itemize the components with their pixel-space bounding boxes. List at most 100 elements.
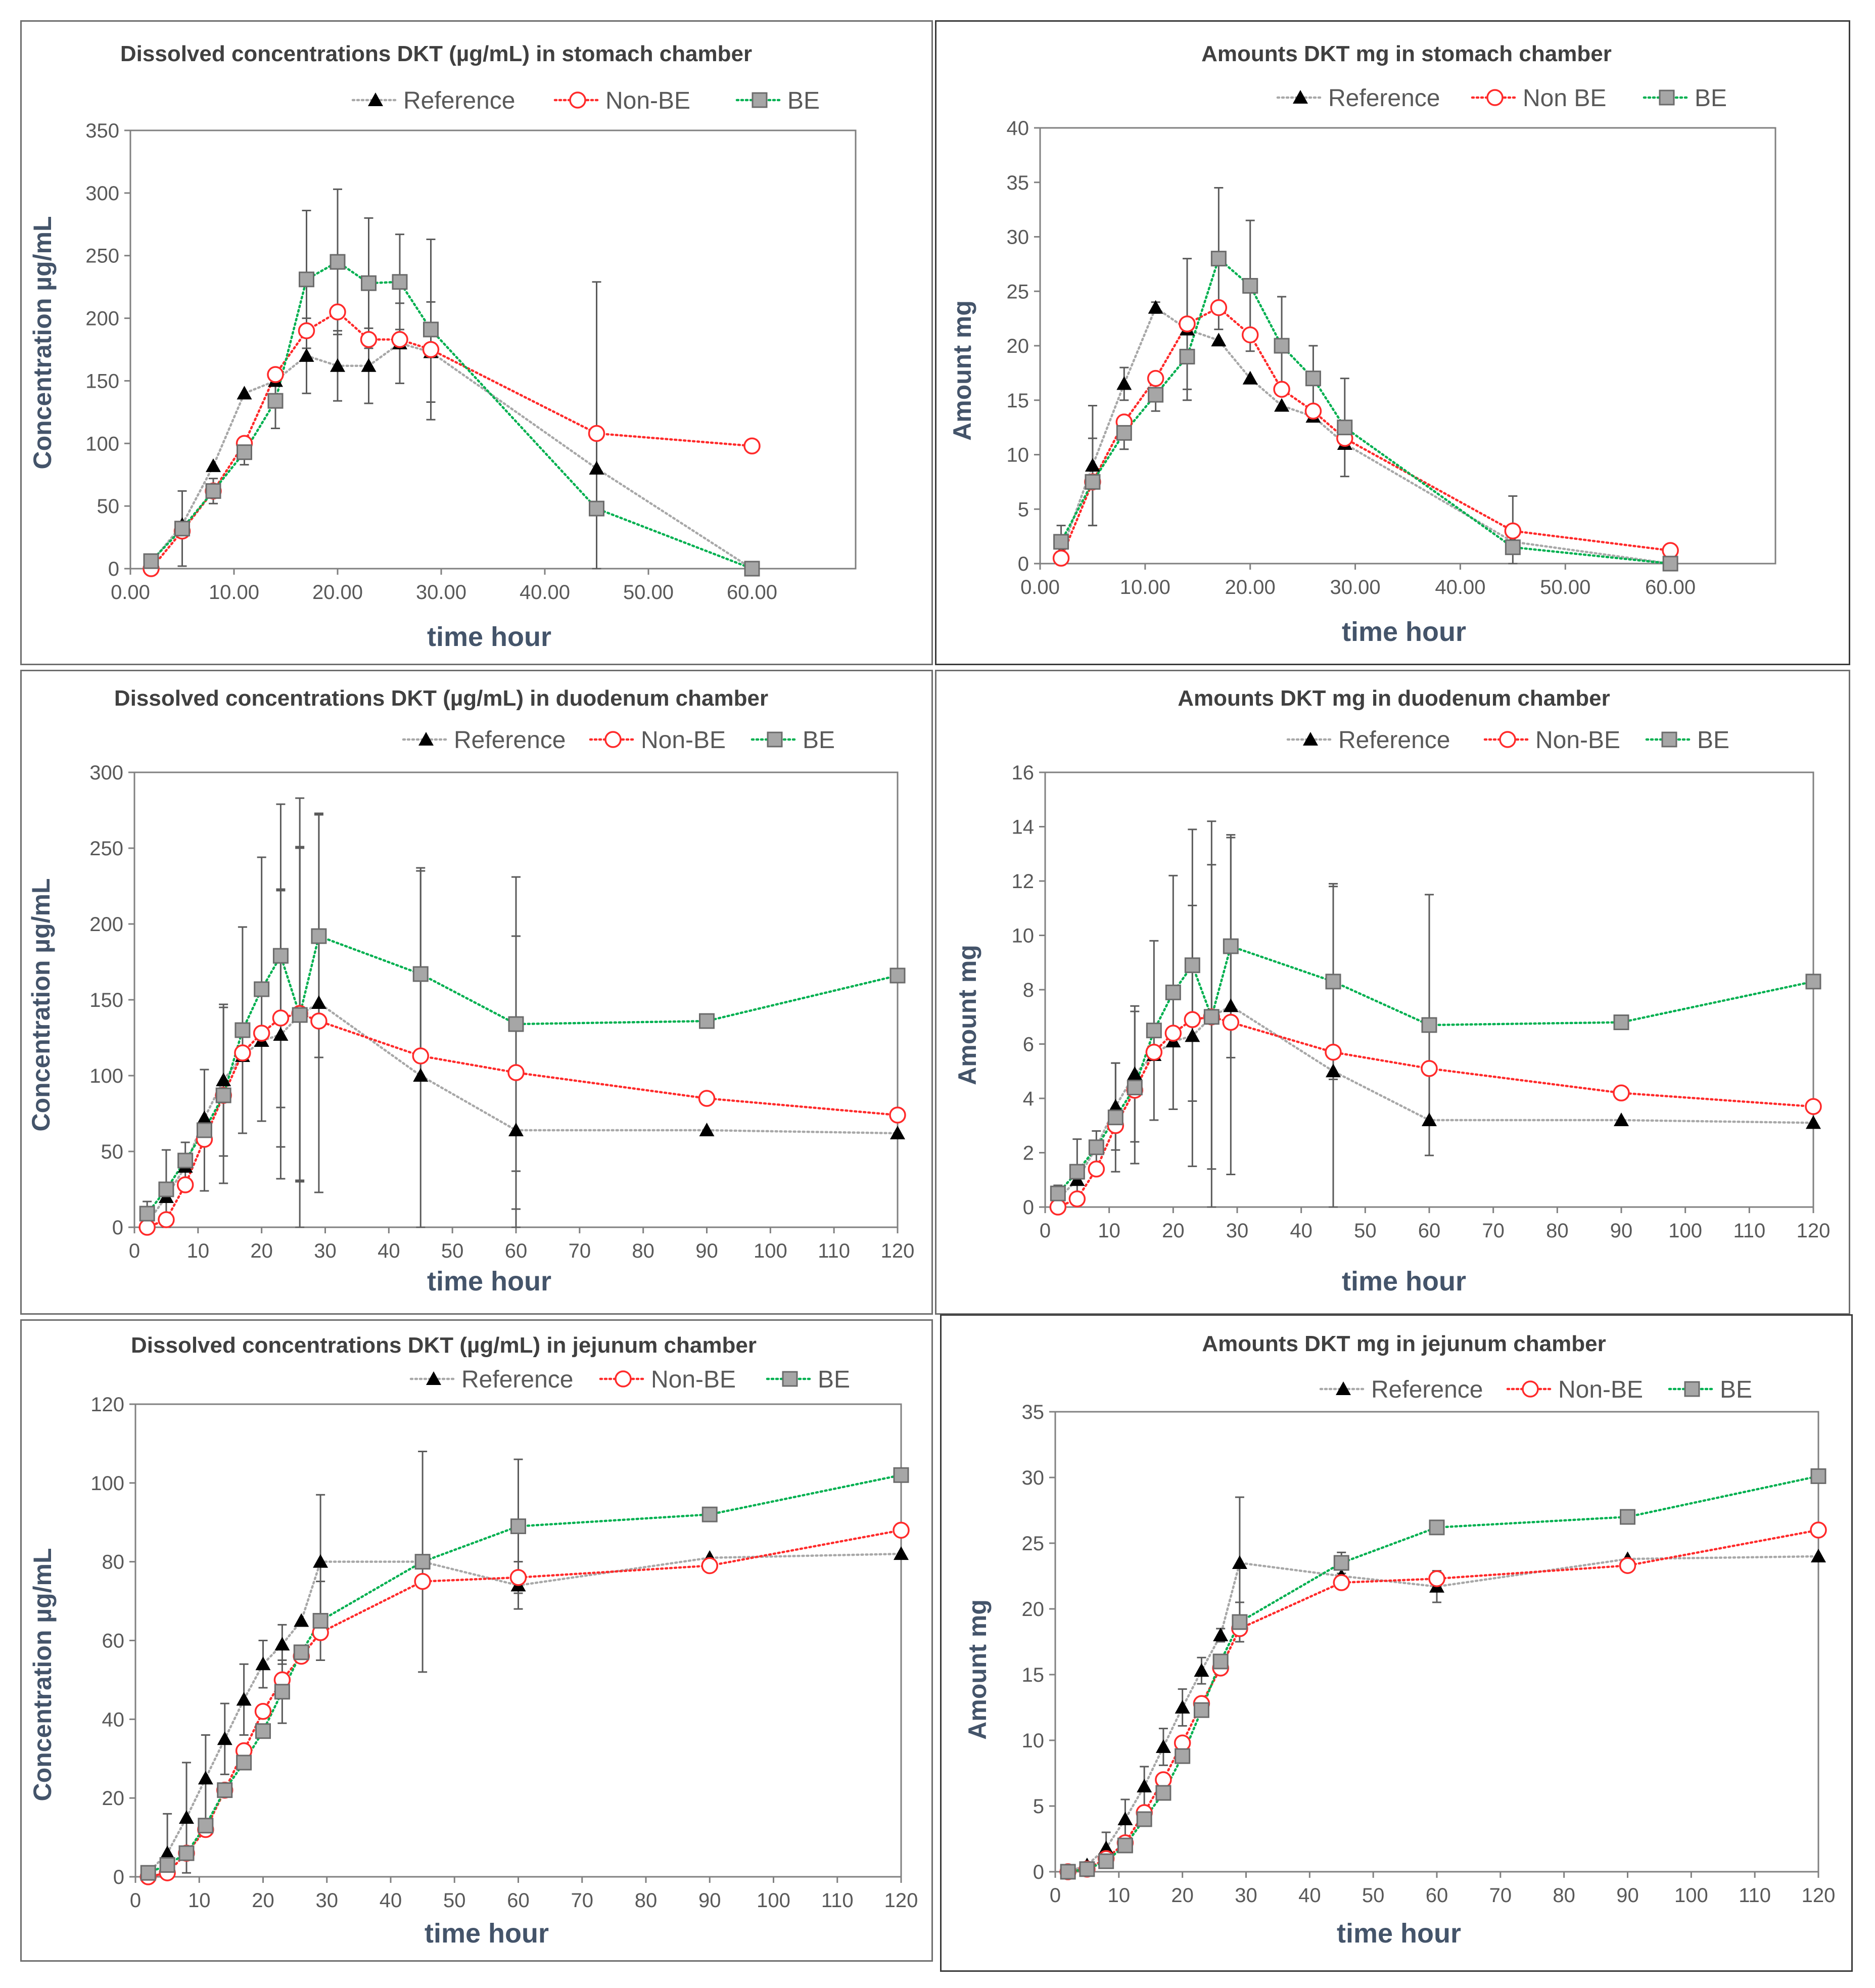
x-tick-label: 80 — [1553, 1884, 1575, 1907]
x-tick-label: 120 — [881, 1240, 915, 1262]
data-point-non-be — [1222, 1013, 1240, 1031]
x-tick-label: 70 — [569, 1240, 591, 1262]
data-point-non-be — [1241, 326, 1259, 344]
x-tick-label: 90 — [695, 1240, 718, 1262]
legend-label: Non-BE — [1558, 1376, 1643, 1403]
x-axis-label: time hour — [1337, 1918, 1461, 1949]
x-tick-label: 30 — [1235, 1884, 1257, 1907]
data-point-non-be — [267, 366, 284, 383]
x-tick-label: 20 — [250, 1240, 273, 1262]
data-point-be — [1060, 1864, 1076, 1880]
data-point-reference — [1127, 1066, 1143, 1080]
legend-marker — [418, 732, 434, 746]
data-point-reference — [413, 1068, 429, 1082]
x-tick-label: 50 — [1354, 1220, 1377, 1242]
data-point-reference — [237, 386, 252, 400]
y-tick-label: 80 — [102, 1551, 125, 1574]
legend-label: Reference — [1371, 1376, 1483, 1403]
y-tick-label: 120 — [90, 1394, 124, 1416]
data-point-reference — [1326, 1064, 1341, 1078]
data-point-be — [1165, 984, 1181, 1000]
chart-svg-jejunum-amount: Amounts DKT mg in jejunum chamber Amount… — [963, 1331, 1835, 1949]
data-point-reference — [1117, 1812, 1133, 1825]
data-point-reference — [1242, 371, 1258, 385]
data-point-be — [159, 1857, 175, 1873]
data-point-be — [272, 948, 289, 964]
data-point-reference — [1175, 1700, 1190, 1714]
y-tick-label: 350 — [85, 120, 119, 142]
data-point-reference — [508, 1123, 524, 1136]
data-point-be — [1429, 1519, 1445, 1536]
data-point-be — [198, 1818, 214, 1834]
x-tick-label: 30.00 — [416, 581, 466, 604]
x-tick-label: 30 — [316, 1889, 339, 1912]
jejunum-amount-chart: Amounts DKT mg in jejunum chamber Amount… — [940, 1314, 1853, 1972]
data-point-reference — [1155, 1739, 1171, 1753]
x-tick-label: 50.00 — [1540, 576, 1590, 598]
data-point-be — [1203, 1009, 1220, 1025]
x-axis-label: time hour — [1342, 1266, 1466, 1297]
x-tick-label: 110 — [1739, 1884, 1771, 1907]
x-tick-label: 20.00 — [1225, 576, 1276, 598]
data-point-non-be — [310, 1012, 327, 1030]
data-point-non-be — [391, 331, 408, 348]
data-point-reference — [179, 1810, 194, 1824]
data-point-reference — [1232, 1555, 1247, 1569]
x-tick-label: 40.00 — [1435, 576, 1485, 598]
data-point-be — [215, 1087, 231, 1103]
data-point-be — [237, 444, 252, 460]
y-tick-label: 20 — [1022, 1598, 1045, 1621]
data-point-be — [1333, 1555, 1349, 1571]
x-tick-label: 50 — [1362, 1884, 1385, 1907]
legend-label: BE — [1720, 1376, 1752, 1403]
data-point-be — [158, 1181, 174, 1197]
data-point-be — [1136, 1811, 1152, 1827]
y-tick-label: 50 — [97, 495, 120, 518]
legend-marker — [426, 1371, 441, 1385]
x-tick-label: 40 — [1298, 1884, 1321, 1907]
data-point-reference — [1185, 1028, 1200, 1042]
data-point-non-be — [1805, 1098, 1822, 1115]
x-tick-label: 110 — [1733, 1220, 1765, 1242]
data-point-non-be — [1428, 1570, 1445, 1587]
data-point-non-be — [1179, 315, 1196, 333]
data-point-non-be — [272, 1009, 290, 1027]
data-point-non-be — [1145, 1043, 1163, 1061]
x-tick-label: 30.00 — [1330, 576, 1381, 598]
y-tick-label: 200 — [85, 308, 119, 330]
data-point-reference — [894, 1546, 909, 1560]
jejunum-concentration-chart: Dissolved concentrations DKT (µg/mL) in … — [20, 1319, 933, 1962]
data-point-be — [139, 1206, 155, 1222]
y-axis-label: Amount mg — [948, 300, 976, 441]
data-point-non-be — [743, 437, 761, 454]
data-point-reference — [198, 1771, 213, 1785]
y-tick-label: 150 — [85, 370, 119, 392]
legend-label: Reference — [1328, 85, 1440, 112]
x-tick-label: 10 — [1098, 1220, 1120, 1242]
data-point-non-be — [1273, 381, 1290, 398]
data-point-reference — [313, 1554, 329, 1568]
x-tick-label: 70 — [1489, 1884, 1512, 1907]
legend-marker — [1336, 1381, 1351, 1395]
legend-marker — [615, 1370, 632, 1388]
data-point-be — [217, 1782, 233, 1798]
y-axis-label: Concentration µg/mL — [27, 878, 55, 1131]
x-tick-label: 40.00 — [520, 581, 570, 604]
x-tick-label: 60.00 — [1645, 576, 1696, 598]
legend-label: BE — [803, 727, 835, 754]
data-point-non-be — [1210, 299, 1228, 316]
data-point-be — [701, 1506, 718, 1522]
data-point-be — [177, 1152, 194, 1169]
data-point-reference — [1148, 300, 1163, 314]
data-point-non-be — [298, 322, 315, 340]
data-point-be — [893, 1467, 909, 1483]
chart-svg-stomach-amount: Amounts DKT mg in stomach chamber Amount… — [948, 41, 1776, 647]
y-tick-label: 40 — [102, 1708, 125, 1731]
data-point-be — [299, 271, 314, 288]
y-axis-label: Concentration µg/mL — [28, 216, 57, 469]
data-point-be — [1184, 957, 1200, 974]
data-point-non-be — [1421, 1060, 1438, 1077]
y-tick-label: 0 — [112, 1217, 123, 1239]
legend-marker — [752, 92, 768, 108]
data-point-be — [744, 561, 760, 577]
